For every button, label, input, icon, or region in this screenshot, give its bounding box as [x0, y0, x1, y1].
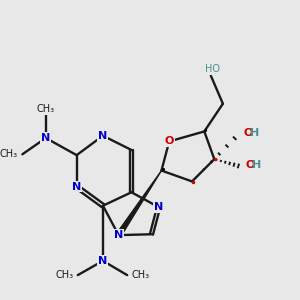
Text: CH₃: CH₃: [56, 270, 74, 280]
Text: CH₃: CH₃: [0, 149, 18, 159]
Text: N: N: [41, 133, 50, 143]
Text: H: H: [252, 160, 261, 170]
Text: N: N: [98, 131, 107, 141]
Text: CH₃: CH₃: [37, 104, 55, 114]
Polygon shape: [116, 171, 161, 236]
Text: N: N: [72, 182, 81, 192]
Text: O: O: [245, 160, 254, 170]
Text: N: N: [154, 202, 163, 212]
Text: O: O: [243, 128, 252, 138]
Text: N: N: [114, 230, 123, 240]
Text: N: N: [98, 256, 107, 266]
Text: O: O: [164, 136, 174, 146]
Text: H: H: [250, 128, 259, 138]
Text: CH₃: CH₃: [131, 270, 150, 280]
Text: HO: HO: [205, 64, 220, 74]
